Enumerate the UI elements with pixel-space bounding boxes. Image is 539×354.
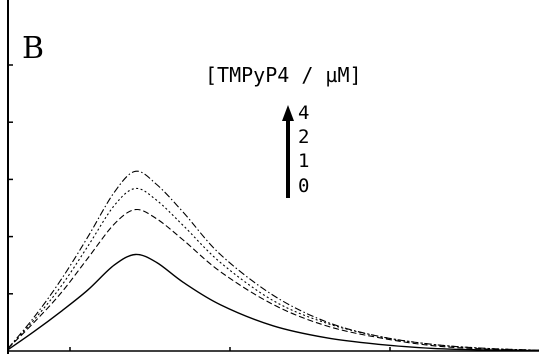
level-label-4: 4 [298, 102, 309, 124]
level-label-1: 1 [298, 150, 309, 172]
level-label-2: 2 [298, 126, 309, 148]
panel-label: B [22, 31, 44, 66]
level-label-0: 0 [298, 175, 309, 197]
concentration-annotation: [TMPyP4 / µM] [205, 63, 362, 87]
